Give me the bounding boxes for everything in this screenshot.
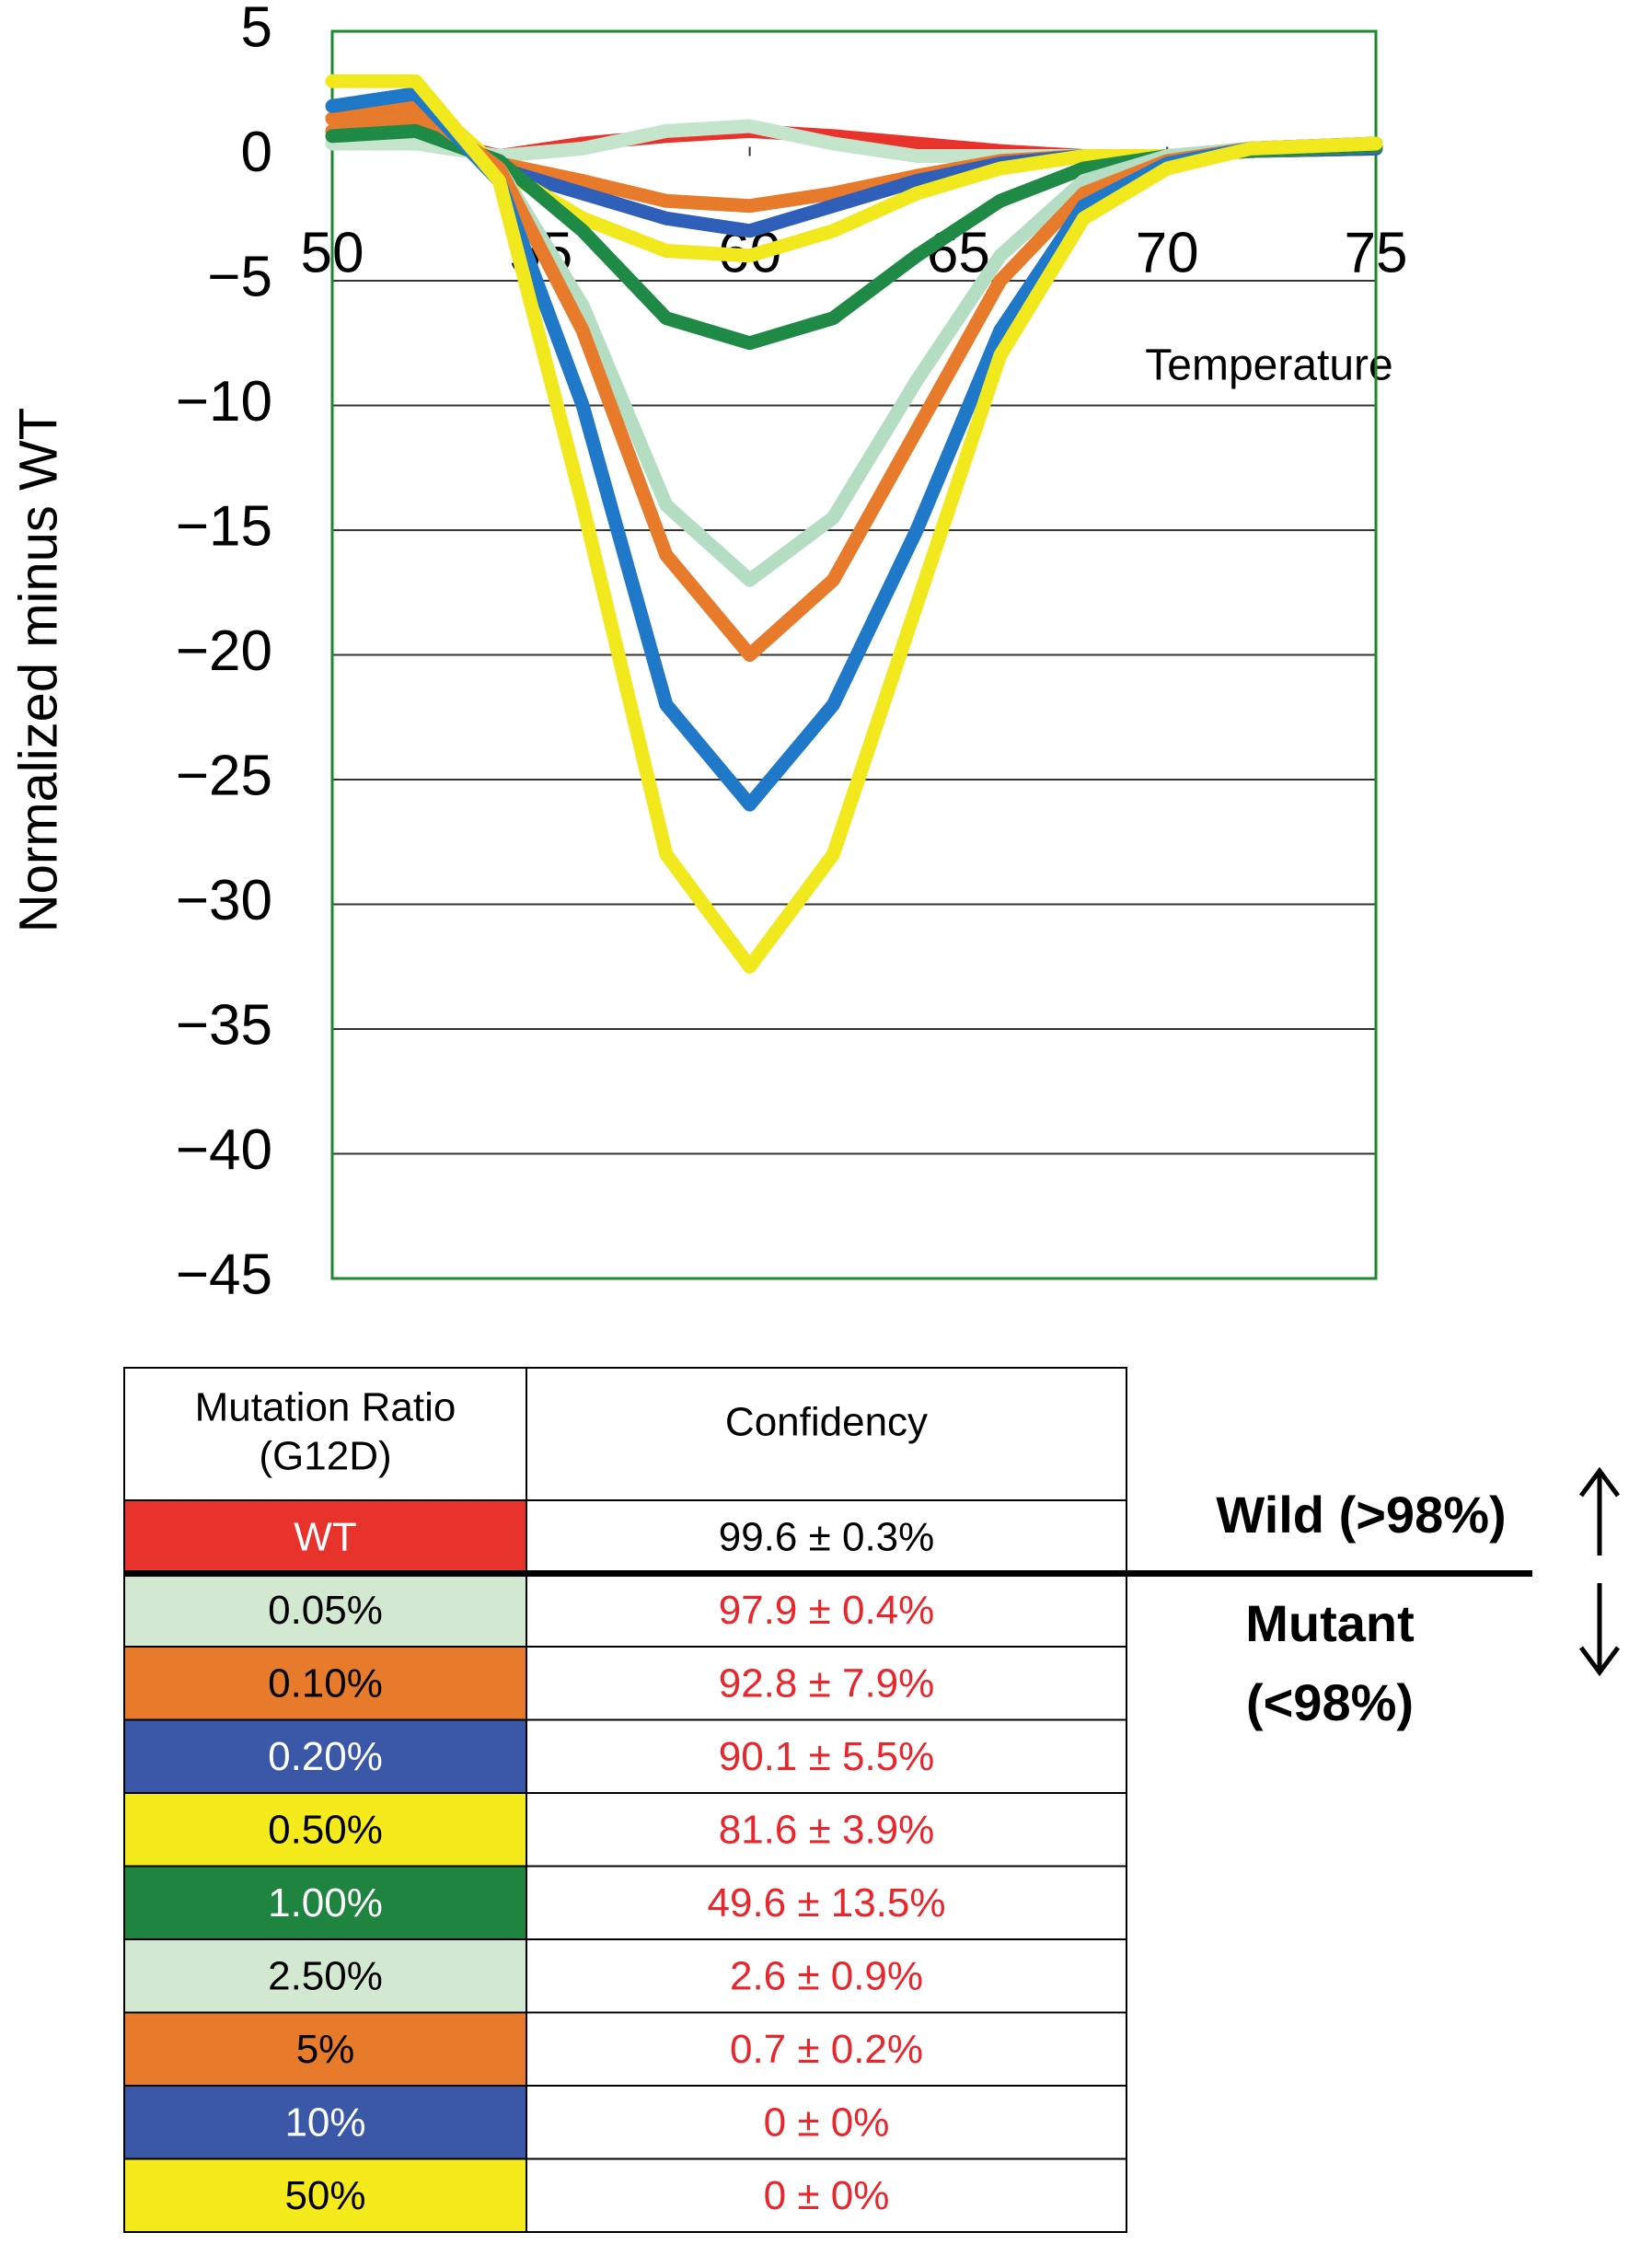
confidency-text: 92.8 ± 7.9%: [719, 1660, 935, 1706]
ratio-text: WT: [294, 1514, 356, 1559]
y-tick-label: 0: [241, 121, 272, 184]
x-axis-title: Temperature: [1145, 341, 1392, 390]
ratio-text: 0.05%: [268, 1588, 383, 1633]
confidency-cell: [526, 1646, 1127, 1721]
plot-frame: [330, 29, 1378, 1280]
table-header-cell: [123, 1367, 527, 1501]
confidency-cell: [526, 1572, 1127, 1648]
y-tick-label: −45: [176, 1243, 272, 1306]
ratio-text: 10%: [284, 2099, 365, 2145]
confidency-text: 0 ± 0%: [764, 2099, 890, 2145]
ratio-cell: [123, 1572, 527, 1648]
ratio-cell: [123, 1792, 527, 1868]
confidency-cell: [526, 1718, 1127, 1794]
y-tick-label: −5: [207, 245, 272, 308]
ratio-text: 0.50%: [268, 1807, 383, 1852]
table-header-cell: [526, 1367, 1127, 1501]
y-tick-label: −10: [176, 370, 272, 434]
ratio-cell: [123, 1718, 527, 1794]
confidency-cell: [526, 1938, 1127, 2014]
y-tick-label: 5: [241, 0, 272, 59]
arrows: [1578, 1466, 1621, 1677]
ratio-text: 5%: [296, 2027, 355, 2072]
confidency-text: 97.9 ± 0.4%: [719, 1588, 935, 1633]
ratio-cell: [123, 1938, 527, 2014]
table-header: Confidency: [725, 1400, 928, 1445]
y-tick-label: −20: [176, 619, 272, 683]
ratio-text: 0.10%: [268, 1660, 383, 1706]
series-line: [325, 74, 1383, 974]
confidency-cell: [526, 1865, 1127, 1940]
confidency-cell: [526, 2011, 1127, 2087]
ratio-text: 0.20%: [268, 1734, 383, 1779]
mutant-label: Mutant: [1245, 1594, 1415, 1652]
ratio-text: 50%: [284, 2173, 365, 2218]
confidency-cell: [526, 2085, 1127, 2160]
ratio-cell: [123, 1646, 527, 1721]
ratio-cell: [123, 2085, 527, 2160]
confidency-text: 0 ± 0%: [764, 2173, 890, 2218]
y-tick-label: −25: [176, 744, 272, 807]
y-tick-label: −15: [176, 494, 272, 558]
confidency-text: 90.1 ± 5.5%: [719, 1734, 935, 1779]
y-tick-label: −35: [176, 993, 272, 1057]
confidency-text: 49.6 ± 13.5%: [708, 1880, 946, 1926]
wild-label: Wild (>98%): [1216, 1486, 1506, 1544]
ratio-cell: [123, 2011, 527, 2087]
ratio-cell: [123, 1499, 527, 1575]
ratio-text: 1.00%: [268, 1880, 383, 1926]
table-header: Mutation Ratio (G12D): [195, 1384, 456, 1478]
confidency-text: 2.6 ± 0.9%: [730, 1953, 923, 1998]
confidency-text: 0.7 ± 0.2%: [730, 2027, 923, 2072]
y-tick-label: −30: [176, 869, 272, 932]
y-axis-title: Normalized minus WT: [8, 408, 68, 932]
ratio-text: 2.50%: [268, 1953, 383, 1998]
confidency-text: 81.6 ± 3.9%: [719, 1807, 935, 1852]
mutant-label: (<98%): [1246, 1673, 1414, 1731]
confidency-cell: [526, 2157, 1127, 2233]
confidency-cell: [526, 1792, 1127, 1868]
confidency-text: 99.6 ± 0.3%: [719, 1514, 935, 1559]
y-tick-label: −40: [176, 1118, 272, 1182]
x-tick-label: 70: [1136, 221, 1199, 284]
confidency-cell: [526, 1499, 1127, 1575]
